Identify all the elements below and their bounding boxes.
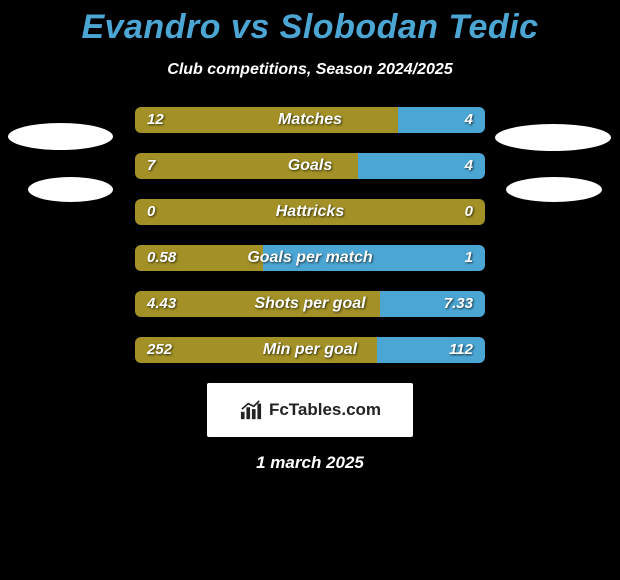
bar-left [135, 153, 358, 179]
player-photo-placeholder-1 [28, 177, 113, 202]
bar-left [135, 199, 485, 225]
player-photo-placeholder-0 [8, 123, 113, 150]
value-left: 252 [147, 337, 172, 363]
value-left: 0.58 [147, 245, 176, 271]
stat-row: 4.437.33Shots per goal [0, 291, 620, 317]
date-label: 1 march 2025 [0, 453, 620, 473]
stat-row: 252112Min per goal [0, 337, 620, 363]
chart-icon [239, 399, 263, 421]
stat-row: 74Goals [0, 153, 620, 179]
bar-left [135, 107, 398, 133]
bar-track: 4.437.33Shots per goal [135, 291, 485, 317]
value-right: 112 [449, 337, 473, 363]
value-left: 0 [147, 199, 155, 225]
player-photo-placeholder-2 [495, 124, 611, 151]
value-right: 0 [465, 199, 473, 225]
bar-track: 252112Min per goal [135, 337, 485, 363]
bar-right [263, 245, 485, 271]
stat-row: 0.581Goals per match [0, 245, 620, 271]
bar-track: 0.581Goals per match [135, 245, 485, 271]
player-photo-placeholder-3 [506, 177, 602, 202]
value-left: 12 [147, 107, 164, 133]
page-title: Evandro vs Slobodan Tedic [0, 0, 620, 47]
value-left: 4.43 [147, 291, 176, 317]
value-right: 1 [465, 245, 473, 271]
bar-track: 00Hattricks [135, 199, 485, 225]
subtitle: Club competitions, Season 2024/2025 [0, 61, 620, 79]
bar-track: 124Matches [135, 107, 485, 133]
value-right: 7.33 [444, 291, 473, 317]
brand-badge: FcTables.com [207, 383, 413, 437]
value-right: 4 [465, 153, 473, 179]
bar-track: 74Goals [135, 153, 485, 179]
value-right: 4 [465, 107, 473, 133]
value-left: 7 [147, 153, 155, 179]
stat-row: 00Hattricks [0, 199, 620, 225]
brand-text: FcTables.com [269, 400, 381, 420]
